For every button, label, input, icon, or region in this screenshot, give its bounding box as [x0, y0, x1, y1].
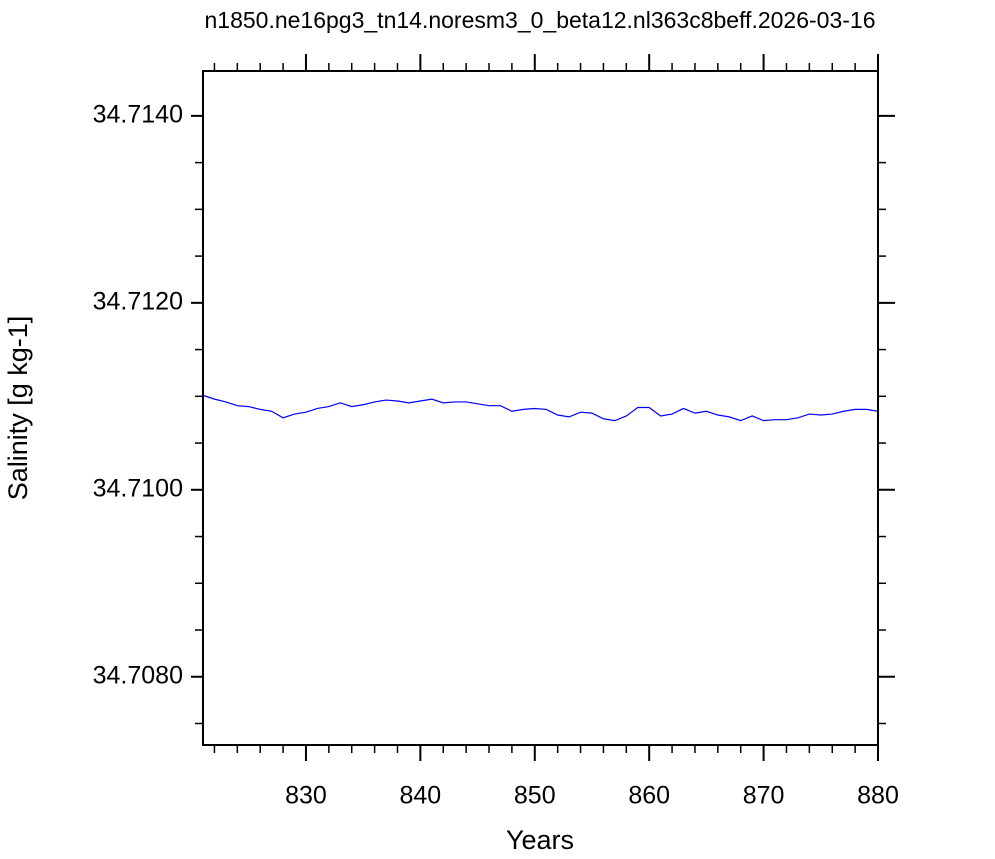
- y-tick-label: 34.7100: [93, 474, 183, 502]
- x-tick-label: 870: [743, 782, 785, 810]
- x-tick-label: 830: [285, 782, 327, 810]
- y-tick-label: 34.7140: [93, 100, 183, 128]
- chart-title: n1850.ne16pg3_tn14.noresm3_0_beta12.nl36…: [205, 7, 876, 33]
- y-tick-label: 34.7120: [93, 287, 183, 315]
- x-tick-label: 840: [400, 782, 442, 810]
- y-tick-label: 34.7080: [93, 661, 183, 689]
- y-axis-label: Salinity [g kg-1]: [3, 316, 33, 501]
- plot-frame: [202, 70, 879, 746]
- data-line: [202, 394, 879, 422]
- x-axis-label: Years: [506, 825, 574, 855]
- x-tick-label: 850: [514, 782, 556, 810]
- x-tick-label: 860: [628, 782, 670, 810]
- x-tick-label: 880: [857, 782, 899, 810]
